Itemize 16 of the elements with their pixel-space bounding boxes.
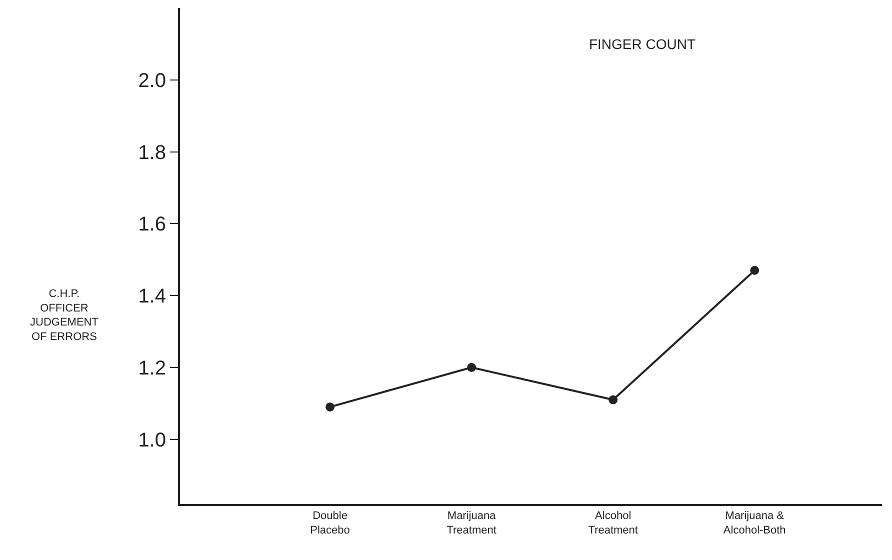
y-tick-label: 1.8: [138, 142, 166, 164]
y-axis-title: C.H.P. OFFICER JUDGEMENT OF ERRORS: [30, 288, 99, 343]
x-tick-label: Alcohol Treatment: [588, 510, 638, 536]
point: [750, 266, 760, 275]
y-tick-label: 1.2: [138, 357, 166, 380]
point: [326, 402, 335, 412]
y-tick-label: 1.0: [138, 429, 166, 452]
text: FINGER COUNT: [588, 36, 696, 52]
y-tick-label: 2.0: [138, 70, 166, 92]
x-tick-label: Marijuana Treatment: [446, 510, 497, 536]
x-tick-label: Double Placebo: [310, 510, 350, 536]
y-tick-label: 1.6: [138, 214, 166, 236]
x-tick-label: Marijuana & Alcohol-Both: [723, 510, 786, 536]
y-tick-label: 1.4: [138, 286, 166, 308]
point: [608, 395, 618, 404]
point: [467, 362, 476, 372]
